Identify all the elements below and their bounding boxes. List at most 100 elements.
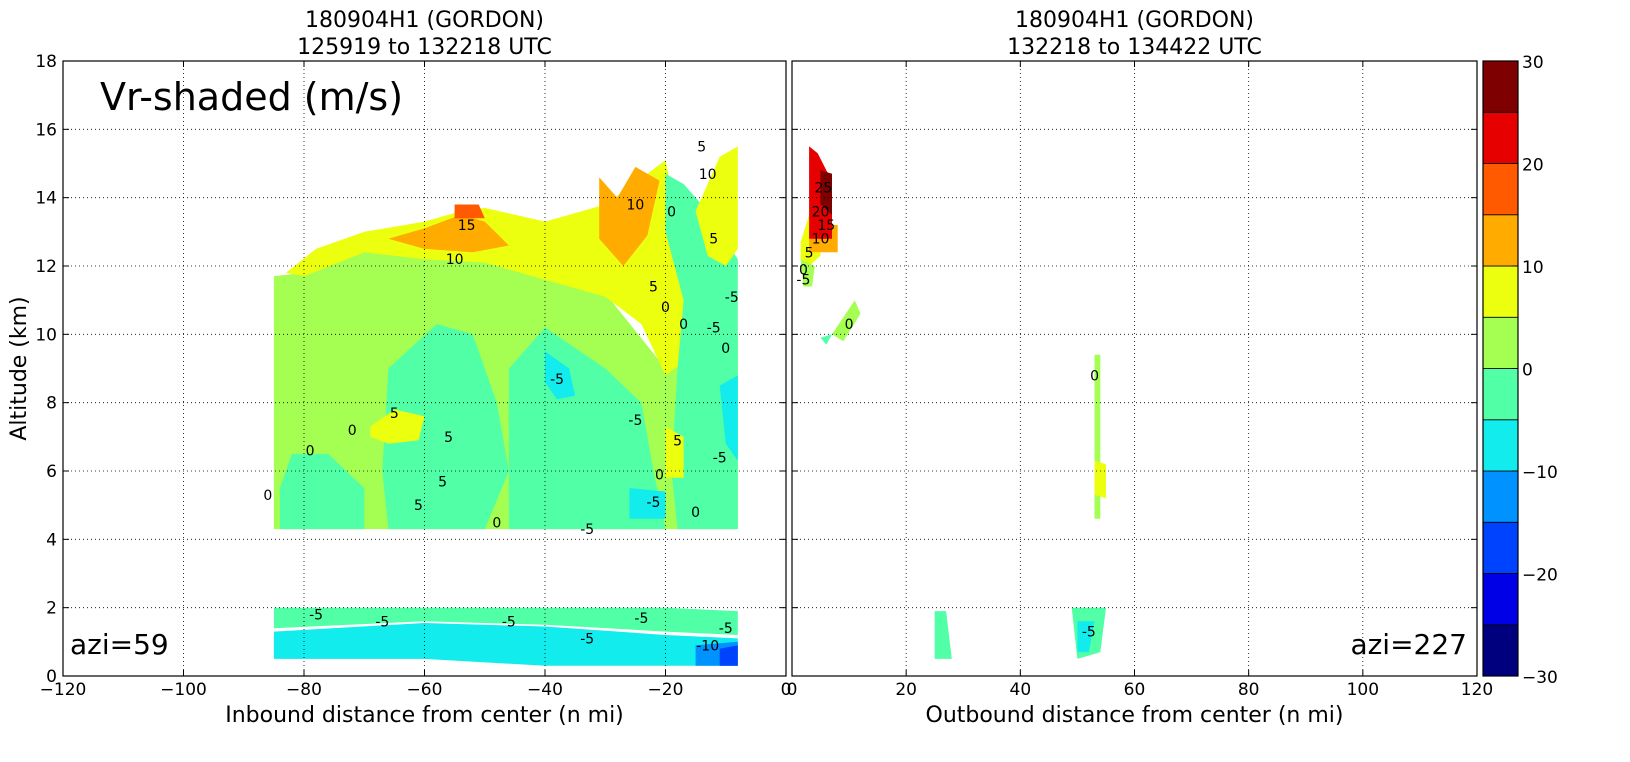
x-axis-label: Outbound distance from center (n mi) <box>926 703 1344 728</box>
contour-label: 0 <box>306 444 315 460</box>
colorbar-tick-label: −20 <box>1522 566 1558 586</box>
vr-shade-region <box>1077 621 1095 653</box>
vr-shade-region <box>382 324 509 530</box>
contour-label: 0 <box>845 317 854 333</box>
colorbar-segment <box>1482 419 1519 472</box>
contour-label: 5 <box>390 406 399 422</box>
colorbar-segment <box>1482 573 1519 626</box>
x-tick-label: 60 <box>1124 680 1146 700</box>
contour-label: -5 <box>634 611 648 627</box>
colorbar-tick-label: 20 <box>1522 156 1544 176</box>
x-tick-label: −120 <box>40 680 87 700</box>
vr-field <box>273 146 738 666</box>
contour-label: -5 <box>646 495 660 511</box>
contour-label: 5 <box>673 433 682 449</box>
colorbar-segment <box>1482 265 1519 318</box>
contour-label: 0 <box>667 204 676 220</box>
vr-shade-region <box>719 645 738 666</box>
contour-label: -5 <box>628 413 642 429</box>
contour-label: -5 <box>502 614 516 630</box>
x-tick-label: 80 <box>1238 680 1260 700</box>
x-axis-label: Inbound distance from center (n mi) <box>225 703 624 728</box>
y-tick-label: 0 <box>46 667 57 687</box>
contour-label: -5 <box>1082 625 1096 641</box>
contour-label: 0 <box>799 262 808 278</box>
vr-shade-region <box>820 334 832 345</box>
contour-label: 0 <box>679 317 688 333</box>
contour-label: 5 <box>649 280 658 296</box>
contour-label: 15 <box>458 218 476 234</box>
y-axis-label: Altitude (km) <box>7 296 32 440</box>
y-tick-label: 6 <box>46 462 57 482</box>
colorbar-segment <box>1482 60 1519 113</box>
contour-label: 5 <box>697 139 706 155</box>
vr-shade-region <box>599 166 660 266</box>
chart-title: 180904H1 (GORDON) <box>1015 8 1254 33</box>
contour-label: 0 <box>655 467 664 483</box>
colorbar-segment <box>1482 368 1519 421</box>
vr-shade-region <box>665 426 684 478</box>
colorbar-segment <box>1482 521 1519 574</box>
x-tick-label: −100 <box>160 680 207 700</box>
colorbar: −30 −20 −10 0 10 20 30 <box>1482 53 1558 688</box>
contour-label: -5 <box>719 621 733 637</box>
vr-shade-region <box>934 611 952 659</box>
y-tick-label: 18 <box>35 52 57 72</box>
contour-label: 15 <box>817 218 835 234</box>
vr-shade-region <box>1094 460 1106 499</box>
contour-label: -5 <box>725 290 739 306</box>
y-tick-label: 16 <box>35 120 57 140</box>
colorbar-segment <box>1482 316 1519 369</box>
y-tick-label: 10 <box>35 325 57 345</box>
x-tick-label: 20 <box>895 680 917 700</box>
x-tick-label: 100 <box>1347 680 1379 700</box>
contour-label: 10 <box>626 198 644 214</box>
colorbar-tick-label: −30 <box>1522 668 1558 688</box>
vr-shade-region <box>273 607 738 659</box>
vr-field <box>800 146 1106 659</box>
vr-shade-region <box>273 623 738 666</box>
vr-shade-region <box>629 488 666 519</box>
vr-shade-region <box>719 375 738 461</box>
contour-label: 0 <box>263 488 272 504</box>
colorbar-tick-label: 10 <box>1522 258 1544 278</box>
contour-label: 5 <box>414 498 423 514</box>
grid <box>791 60 1478 677</box>
contour-label: -5 <box>707 321 721 337</box>
left-panel: −120 −100 −80 −60 −40 −20 00246810121416181510… <box>7 8 791 728</box>
x-tick-label: −20 <box>648 680 684 700</box>
x-tick-label: −40 <box>527 680 563 700</box>
contour-label: 10 <box>812 232 830 248</box>
contour-label: 25 <box>814 180 832 196</box>
vr-shade-region <box>545 351 576 400</box>
x-tick-label: 120 <box>1461 680 1493 700</box>
x-tick-label: −60 <box>407 680 443 700</box>
y-tick-label: 14 <box>35 189 57 209</box>
vr-shade-region <box>388 214 509 253</box>
contour-label: -5 <box>375 614 389 630</box>
x-tick-label: 40 <box>1010 680 1032 700</box>
contour-label: 5 <box>444 430 453 446</box>
shading-annotation: Vr-shaded (m/s) <box>100 75 403 119</box>
colorbar-segment <box>1482 470 1519 523</box>
contour-label: 10 <box>446 252 464 268</box>
vr-shade-region <box>695 146 738 266</box>
vr-shade-region <box>285 160 684 376</box>
contour-label: 5 <box>438 474 447 490</box>
contour-label: -5 <box>796 273 810 289</box>
colorbar-tick-label: −10 <box>1522 463 1558 483</box>
contour-label: 5 <box>709 232 718 248</box>
azimuth-label: azi=59 <box>70 628 169 661</box>
contour-label: 5 <box>805 245 814 261</box>
azimuth-label: azi=227 <box>1350 628 1467 661</box>
contour-label: -10 <box>696 638 719 654</box>
colorbar-segment <box>1482 111 1519 164</box>
colorbar-segment <box>1482 214 1519 267</box>
contour-label: 0 <box>492 515 501 531</box>
y-tick-label: 12 <box>35 257 57 277</box>
contour-label: 0 <box>1090 368 1099 384</box>
y-tick-label: 8 <box>46 394 57 414</box>
contour-label: -5 <box>580 522 594 538</box>
